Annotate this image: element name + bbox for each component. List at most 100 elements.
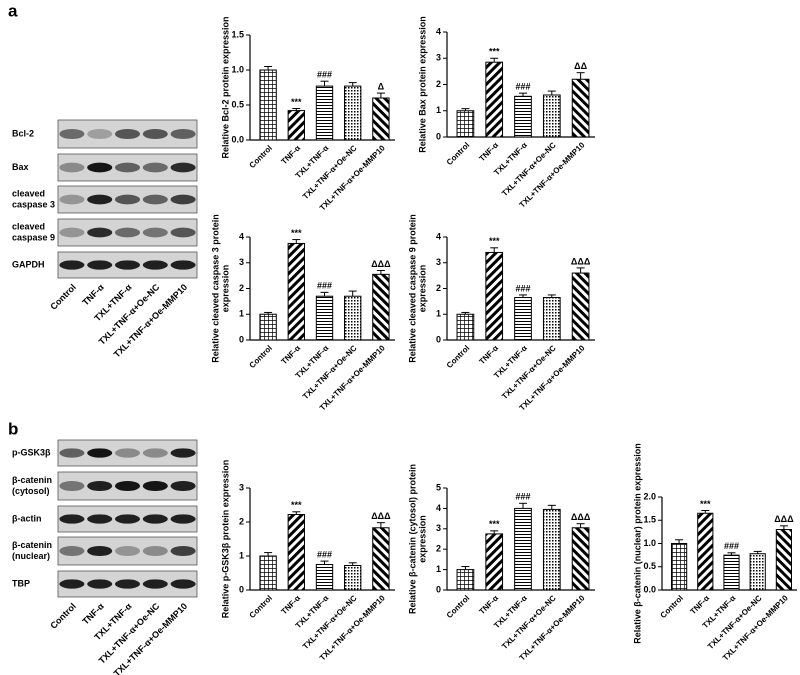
blot-band (114, 194, 141, 205)
blot-band (87, 579, 113, 589)
blot-band (170, 480, 196, 492)
blot-band (59, 194, 85, 205)
y-tick-label: 0.5 (643, 561, 656, 571)
x-tick-label: Control (248, 144, 274, 170)
bar (372, 97, 390, 141)
bar (571, 272, 590, 341)
y-tick-label: 2 (239, 516, 244, 526)
blot-band (142, 480, 168, 492)
blot-band (114, 514, 141, 524)
bar (287, 242, 305, 341)
y-tick-label: 0 (436, 584, 441, 594)
bar (775, 529, 792, 591)
significance-label: *** (291, 500, 302, 510)
blot-band (170, 448, 196, 458)
x-tick-label: TXL+TNF-α+Oe-NC (500, 593, 558, 651)
bar (671, 543, 688, 591)
significance-label: *** (291, 97, 302, 107)
blot-band (114, 448, 141, 458)
blot-band (142, 227, 168, 238)
y-tick-label: 0 (436, 131, 441, 141)
y-tick-label: 2.0 (643, 491, 656, 501)
blot-band (114, 579, 141, 589)
blot-band (114, 545, 141, 557)
blot-band (170, 227, 196, 238)
y-tick-label: 2 (239, 283, 244, 293)
bar (571, 527, 590, 591)
significance-label: Δ (378, 81, 385, 91)
bar (571, 78, 590, 138)
y-tick-label: 4 (436, 231, 441, 241)
x-tick-label: Control (445, 141, 471, 167)
blot-band (142, 545, 168, 557)
lane-label: TNF-α (80, 601, 106, 627)
bar (697, 512, 714, 591)
y-tick-label: 1 (436, 564, 441, 574)
y-tick-label: 3 (436, 523, 441, 533)
significance-label: ### (724, 541, 739, 551)
bar (749, 553, 766, 591)
bar (315, 85, 334, 141)
blot-band (87, 514, 113, 524)
blot-band (114, 162, 141, 173)
x-tick-label: TNF-α (477, 343, 500, 366)
bar (485, 61, 504, 138)
y-tick-label: 0.0 (643, 584, 656, 594)
blot-band (87, 448, 113, 458)
blot-label: p-GSK3β (12, 447, 51, 457)
bar (344, 85, 362, 141)
significance-label: *** (700, 499, 711, 509)
y-tick-label: 0 (239, 584, 244, 594)
bar (723, 554, 740, 591)
blot-band (114, 480, 141, 492)
bar (344, 565, 362, 591)
significance-label: ΔΔΔ (571, 512, 591, 522)
y-tick-label: 3 (239, 257, 244, 267)
y-tick-label: 1.5 (643, 515, 656, 525)
significance-label: *** (291, 228, 302, 238)
significance-label: ΔΔ (574, 61, 587, 71)
bar (372, 527, 390, 591)
blot-band (87, 480, 113, 492)
significance-label: ΔΔΔ (371, 259, 391, 269)
bar (287, 514, 305, 591)
y-tick-label: 1 (239, 550, 244, 560)
significance-label: ### (515, 283, 530, 293)
significance-label: ### (317, 281, 332, 291)
significance-label: *** (489, 47, 500, 57)
blot-band (114, 227, 141, 238)
bar (456, 569, 475, 591)
blot-label: Bcl-2 (12, 128, 34, 138)
x-tick-label: Control (248, 344, 274, 370)
bar (315, 564, 334, 591)
panel-label: b (8, 419, 18, 438)
significance-label: ### (515, 82, 530, 92)
y-axis-label: Relative p-GSK3β protein expression (220, 460, 230, 619)
y-tick-label: 3 (239, 482, 244, 492)
significance-label: *** (489, 236, 500, 246)
y-tick-label: 2 (436, 544, 441, 554)
blot-label: caspase 3 (12, 199, 55, 209)
y-axis-label: Relative cleaved caspase 9 protein (407, 214, 417, 363)
x-tick-label: TNF-α (477, 140, 500, 163)
significance-label: ΔΔΔ (371, 511, 391, 521)
blot-band (114, 260, 141, 270)
y-tick-label: 1.0 (643, 538, 656, 548)
y-axis-label: Relative Bcl-2 protein expression (220, 16, 230, 158)
y-tick-label: 0 (436, 334, 441, 344)
y-tick-label: 0 (239, 334, 244, 344)
blot-band (59, 128, 85, 140)
significance-label: *** (489, 519, 500, 529)
blot-band (142, 260, 168, 270)
x-tick-label: TXL+TNF-α+Oe-NC (301, 343, 359, 401)
significance-label: ΔΔΔ (571, 256, 591, 266)
y-tick-label: 2 (436, 79, 441, 89)
y-axis-label: expression (417, 265, 427, 313)
y-axis-label: Relative β-catenin (nuclear) protein exp… (632, 443, 642, 644)
blot-band (142, 448, 168, 458)
blot-label: (nuclear) (12, 551, 50, 561)
x-tick-label: TNF-α (688, 593, 711, 616)
blot-label: β-catenin (12, 475, 52, 485)
y-axis-label: Relative Bax protein expression (417, 16, 427, 153)
y-tick-label: 4 (436, 26, 441, 36)
